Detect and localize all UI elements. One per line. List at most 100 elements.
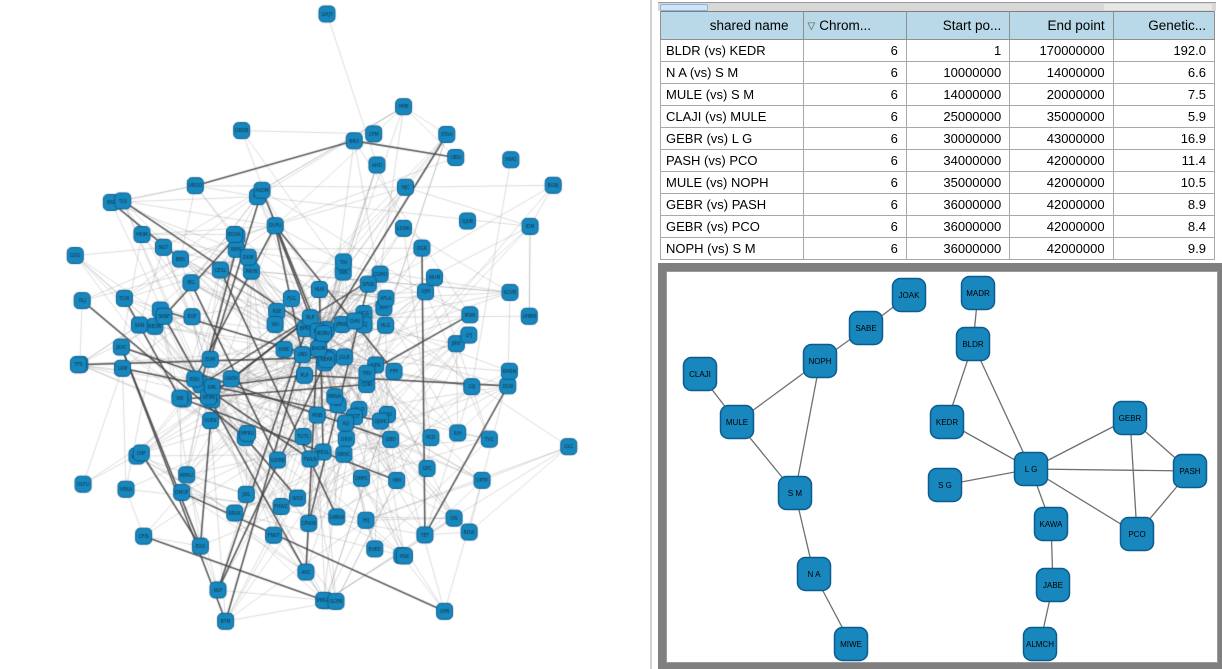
table-row[interactable]: GEBR (vs) PASH 6 36000000 42000000 8.9	[660, 193, 1216, 216]
cell-start-position: 25000000	[905, 105, 1011, 128]
cell-chromosome: 6	[802, 149, 907, 172]
network-node-KAWA[interactable]: KAWA	[1033, 506, 1069, 542]
filtered-network-panel-frame: JOAK SABE NOPH CLAJI MULE MADR BLDR KEDR GEBR L G…	[658, 263, 1222, 669]
cell-genetic: 8.4	[1112, 215, 1216, 238]
scrollbar-thumb[interactable]	[660, 4, 708, 11]
cell-start-position: 10000000	[905, 61, 1011, 84]
network-node-CLAJI[interactable]: CLAJI	[682, 356, 718, 392]
network-node-SABE[interactable]: SABE	[848, 310, 884, 346]
network-node-LG[interactable]: L G	[1013, 451, 1049, 487]
cell-start-position: 36000000	[905, 237, 1011, 260]
network-node-NA[interactable]: N A	[796, 556, 832, 592]
right-panel: shared name ▽ Chrom... Start po... End po…	[650, 0, 1222, 669]
network-node-JOAK[interactable]: JOAK	[891, 277, 927, 313]
network-node-PASH[interactable]: PASH	[1172, 453, 1208, 489]
cell-shared-name: NOPH (vs) S M	[660, 237, 804, 260]
cell-start-position: 35000000	[905, 171, 1011, 194]
cell-genetic: 8.9	[1112, 193, 1216, 216]
column-header-genetic[interactable]: Genetic...	[1112, 11, 1216, 40]
cell-start-position: 36000000	[905, 193, 1011, 216]
scrollbar-endcap	[1104, 4, 1212, 10]
network-node-GEBR[interactable]: GEBR	[1112, 400, 1148, 436]
cell-shared-name: GEBR (vs) PASH	[660, 193, 804, 216]
cell-genetic: 6.6	[1112, 61, 1216, 84]
table-header: shared name ▽ Chrom... Start po... End po…	[660, 11, 1216, 40]
table-body: BLDR (vs) KEDR 6 1 170000000 192.0 N A (…	[660, 39, 1216, 260]
network-edge-LG-PCO[interactable]	[1030, 468, 1138, 535]
network-edge-BLDR-LG[interactable]	[972, 343, 1032, 470]
cell-genetic: 5.9	[1112, 105, 1216, 128]
table-row[interactable]: PASH (vs) PCO 6 34000000 42000000 11.4	[660, 149, 1216, 172]
network-node-PCO[interactable]: PCO	[1119, 516, 1155, 552]
table-row[interactable]: GEBR (vs) PCO 6 36000000 42000000 8.4	[660, 215, 1216, 238]
table-row[interactable]: NOPH (vs) S M 6 36000000 42000000 9.9	[660, 237, 1216, 260]
cell-end-point: 42000000	[1009, 149, 1114, 172]
cell-end-point: 42000000	[1009, 171, 1114, 194]
cell-chromosome: 6	[802, 105, 907, 128]
table-horizontal-scrollbar[interactable]	[658, 2, 1216, 11]
cell-chromosome: 6	[802, 193, 907, 216]
network-node-NOPH[interactable]: NOPH	[802, 343, 838, 379]
column-header-shared-name[interactable]: shared name	[660, 11, 804, 40]
cell-chromosome: 6	[802, 237, 907, 260]
network-node-JABE[interactable]: JABE	[1035, 567, 1071, 603]
cell-chromosome: 6	[802, 127, 907, 150]
cell-start-position: 1	[905, 39, 1011, 62]
main-network-view[interactable]	[0, 0, 650, 669]
network-node-ALMCH[interactable]: ALMCH	[1022, 626, 1058, 662]
cell-end-point: 170000000	[1009, 39, 1114, 62]
column-header-start-position[interactable]: Start po...	[905, 11, 1011, 40]
cell-genetic: 10.5	[1112, 171, 1216, 194]
cell-end-point: 35000000	[1009, 105, 1114, 128]
cell-shared-name: GEBR (vs) PCO	[660, 215, 804, 238]
network-edge-NOPH-SM[interactable]	[794, 360, 821, 494]
table-row[interactable]: GEBR (vs) L G 6 30000000 43000000 16.9	[660, 127, 1216, 150]
network-node-SM[interactable]: S M	[777, 475, 813, 511]
cell-end-point: 42000000	[1009, 193, 1114, 216]
cell-end-point: 20000000	[1009, 83, 1114, 106]
cell-end-point: 14000000	[1009, 61, 1114, 84]
cell-start-position: 30000000	[905, 127, 1011, 150]
cell-shared-name: BLDR (vs) KEDR	[660, 39, 804, 62]
cell-shared-name: CLAJI (vs) MULE	[660, 105, 804, 128]
cell-end-point: 43000000	[1009, 127, 1114, 150]
network-node-SG[interactable]: S G	[927, 467, 963, 503]
filter-icon[interactable]: ▽	[807, 21, 816, 32]
table-row[interactable]: CLAJI (vs) MULE 6 25000000 35000000 5.9	[660, 105, 1216, 128]
cell-chromosome: 6	[802, 171, 907, 194]
network-node-MIWE[interactable]: MIWE	[833, 626, 869, 662]
cell-end-point: 42000000	[1009, 215, 1114, 238]
main-network-panel	[0, 0, 650, 669]
cell-start-position: 36000000	[905, 215, 1011, 238]
cell-genetic: 7.5	[1112, 83, 1216, 106]
filtered-network-panel: JOAK SABE NOPH CLAJI MULE MADR BLDR KEDR GEBR L G…	[666, 271, 1218, 663]
network-edge-GEBR-PCO[interactable]	[1129, 417, 1138, 535]
cell-shared-name: N A (vs) S M	[660, 61, 804, 84]
edge-attribute-table: shared name ▽ Chrom... Start po... End po…	[660, 11, 1216, 260]
cell-end-point: 42000000	[1009, 237, 1114, 260]
network-node-BLDR[interactable]: BLDR	[955, 326, 991, 362]
table-row[interactable]: BLDR (vs) KEDR 6 1 170000000 192.0	[660, 39, 1216, 62]
column-header-chromosome[interactable]: ▽ Chrom...	[802, 11, 907, 40]
network-node-MADR[interactable]: MADR	[960, 275, 996, 311]
cell-shared-name: MULE (vs) NOPH	[660, 171, 804, 194]
cell-genetic: 192.0	[1112, 39, 1216, 62]
cell-genetic: 11.4	[1112, 149, 1216, 172]
cell-shared-name: PASH (vs) PCO	[660, 149, 804, 172]
table-row[interactable]: MULE (vs) NOPH 6 35000000 42000000 10.5	[660, 171, 1216, 194]
network-edge-LG-PASH[interactable]	[1030, 468, 1191, 472]
cell-genetic: 16.9	[1112, 127, 1216, 150]
cell-start-position: 14000000	[905, 83, 1011, 106]
cell-shared-name: GEBR (vs) L G	[660, 127, 804, 150]
cell-start-position: 34000000	[905, 149, 1011, 172]
column-header-label: Chrom...	[819, 18, 871, 33]
network-node-KEDR[interactable]: KEDR	[929, 404, 965, 440]
cell-chromosome: 6	[802, 83, 907, 106]
cell-shared-name: MULE (vs) S M	[660, 83, 804, 106]
column-header-end-point[interactable]: End point	[1009, 11, 1114, 40]
network-node-MULE[interactable]: MULE	[719, 404, 755, 440]
table-row[interactable]: N A (vs) S M 6 10000000 14000000 6.6	[660, 61, 1216, 84]
table-row[interactable]: MULE (vs) S M 6 14000000 20000000 7.5	[660, 83, 1216, 106]
